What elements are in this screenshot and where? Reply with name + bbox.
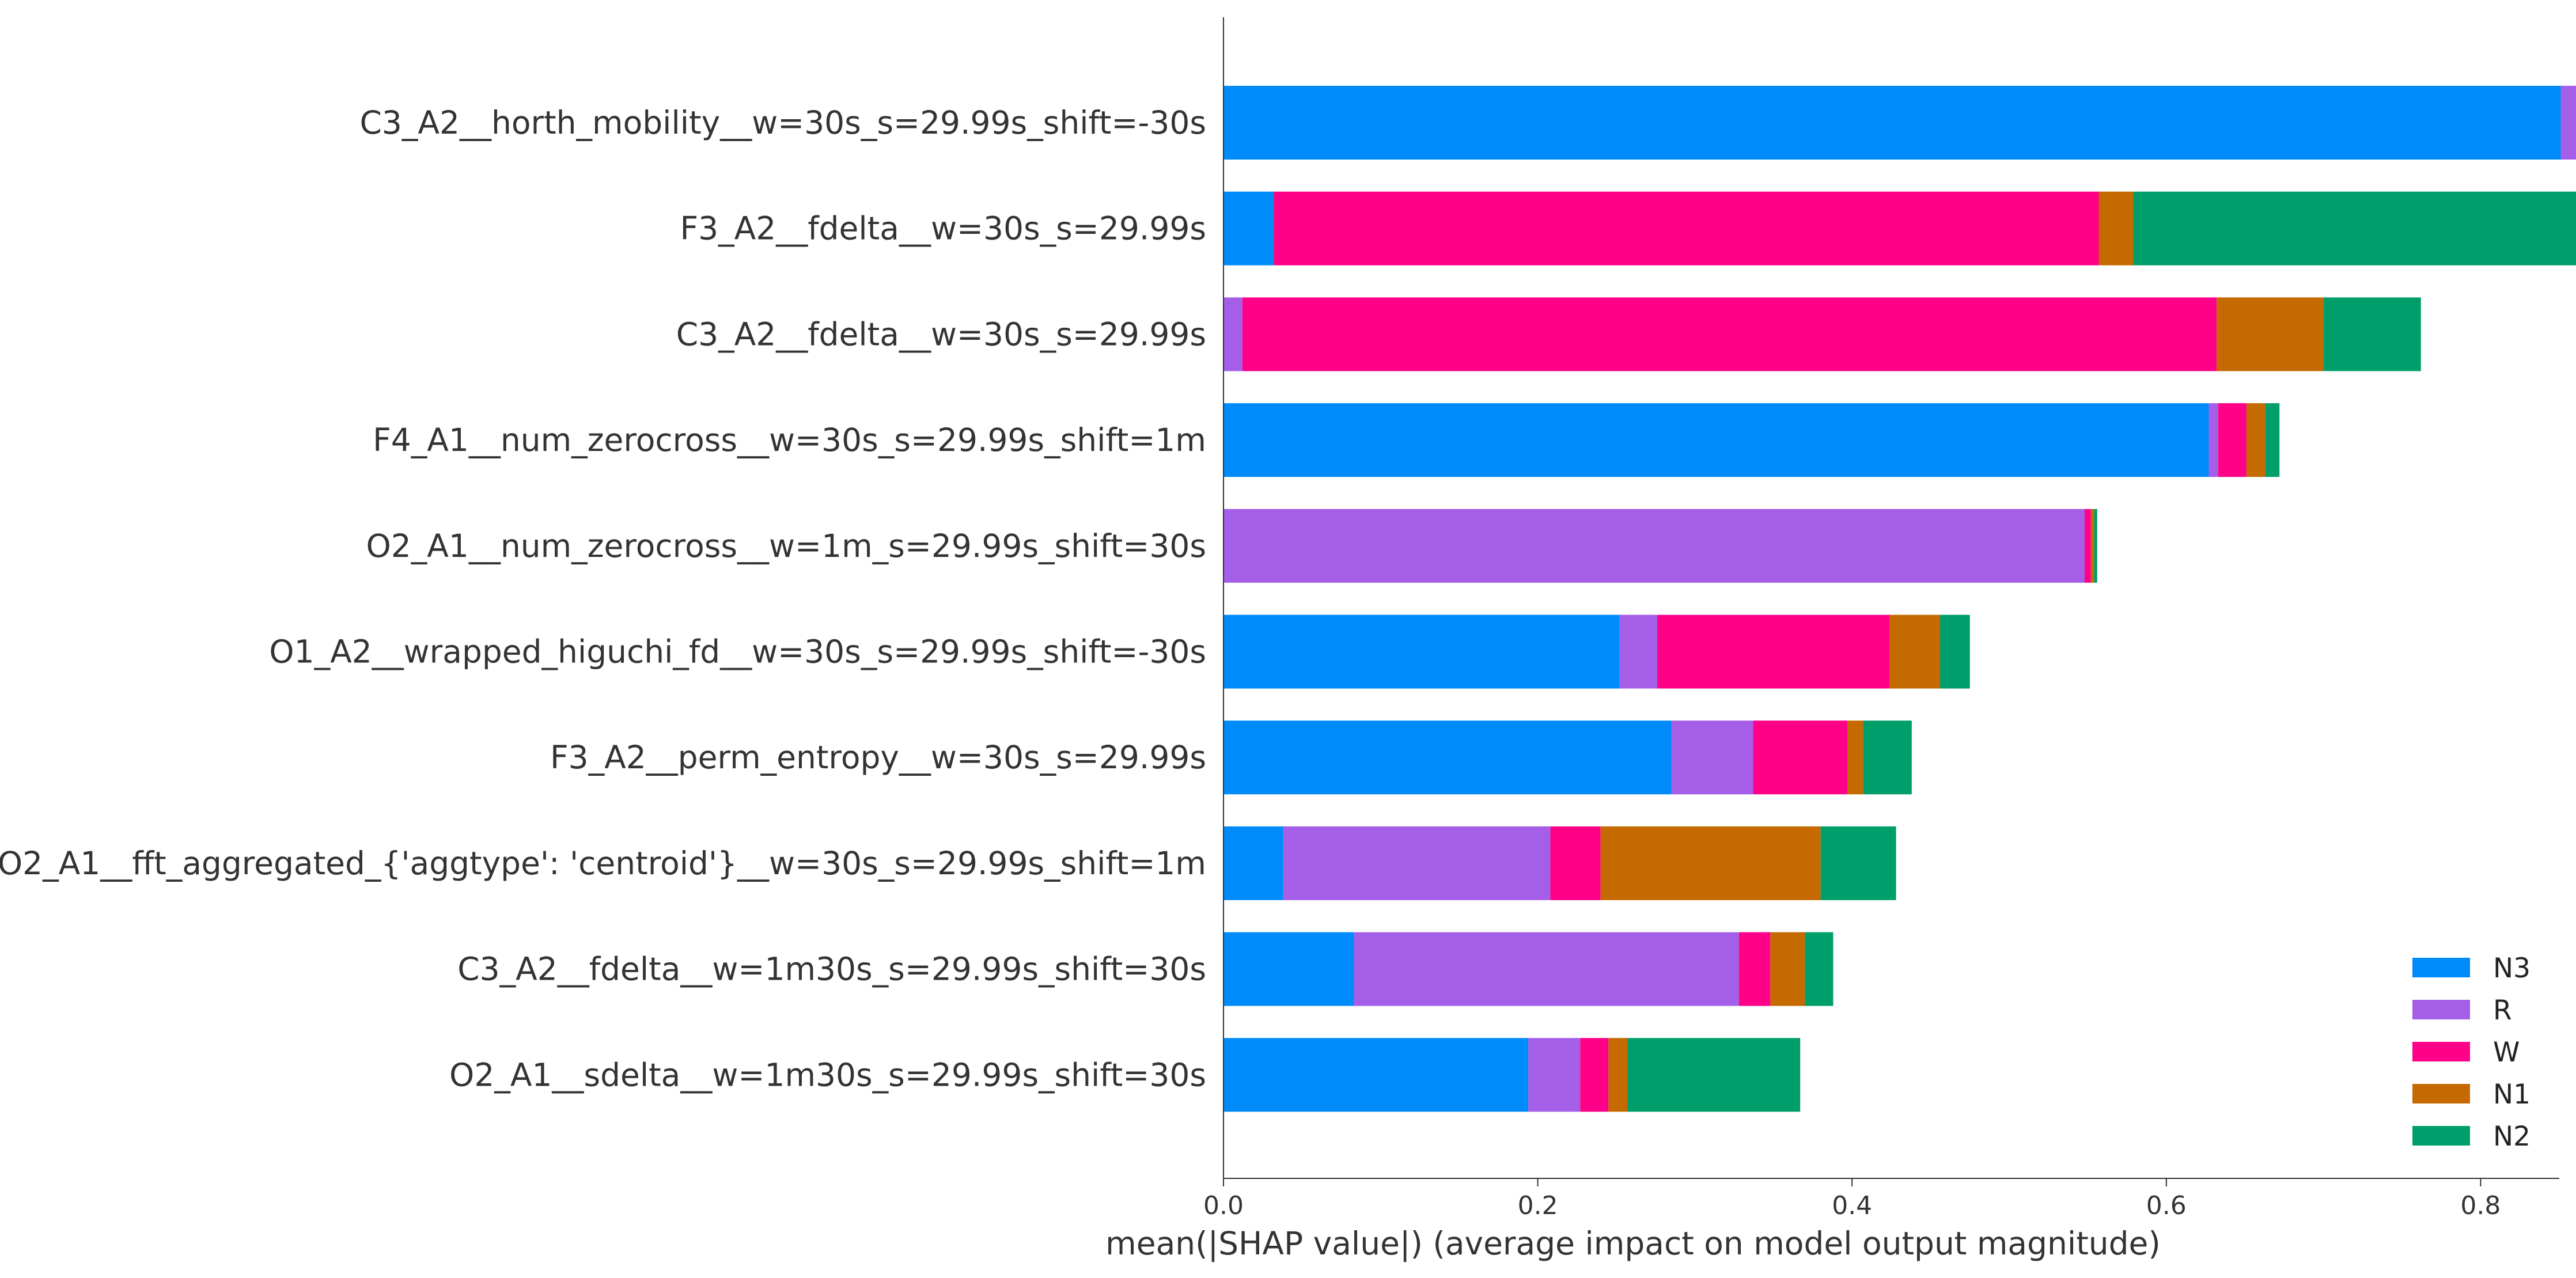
bars-layer bbox=[1223, 86, 2576, 1112]
bar-n1-7 bbox=[1600, 826, 1821, 900]
bar-n2-8 bbox=[1805, 932, 1833, 1006]
x-tick-label: 0.2 bbox=[1518, 1191, 1558, 1220]
legend-swatch-w bbox=[2412, 1042, 2470, 1061]
bar-r-7 bbox=[1283, 826, 1551, 900]
feature-labels-layer: C3_A2__horth_mobility__w=30s_s=29.99s_sh… bbox=[0, 104, 1206, 1093]
bar-r-9 bbox=[1528, 1038, 1581, 1112]
bar-w-2 bbox=[1242, 297, 2217, 371]
legend-swatch-n3 bbox=[2412, 958, 2470, 977]
x-tick-label: 0.8 bbox=[2460, 1191, 2501, 1220]
legend-label-n3: N3 bbox=[2493, 953, 2530, 984]
bar-w-4 bbox=[2084, 509, 2091, 583]
bar-w-5 bbox=[1657, 615, 1890, 689]
bar-n2-9 bbox=[1627, 1038, 1801, 1112]
bar-n1-9 bbox=[1608, 1038, 1628, 1112]
feature-label: F3_A2__perm_entropy__w=30s_s=29.99s bbox=[550, 739, 1206, 776]
legend-label-r: R bbox=[2493, 995, 2512, 1026]
bar-n3-7 bbox=[1223, 826, 1283, 900]
feature-label: C3_A2__fdelta__w=1m30s_s=29.99s_shift=30… bbox=[457, 951, 1206, 988]
bar-n1-5 bbox=[1889, 615, 1940, 689]
x-tick-label: 0.4 bbox=[1832, 1191, 1872, 1220]
bar-n2-4 bbox=[2094, 509, 2097, 583]
feature-label: O2_A1__sdelta__w=1m30s_s=29.99s_shift=30… bbox=[449, 1056, 1206, 1093]
bar-r-8 bbox=[1354, 932, 1739, 1006]
legend: N3 RW N1 N2 bbox=[2412, 953, 2530, 1152]
bar-w-1 bbox=[1274, 191, 2099, 266]
bar-r-0 bbox=[2560, 86, 2576, 160]
bar-n2-7 bbox=[1820, 826, 1896, 900]
bar-n3-9 bbox=[1223, 1038, 1529, 1112]
bar-n1-4 bbox=[2090, 509, 2094, 583]
bar-n2-6 bbox=[1863, 720, 1912, 795]
axis-layer: 0.00.20.40.60.81.01.21.41.6 bbox=[1203, 17, 2559, 1220]
legend-label-n1: N1 bbox=[2493, 1079, 2530, 1110]
x-axis-title: mean(|SHAP value|) (average impact on mo… bbox=[1105, 1225, 2161, 1262]
bar-r-2 bbox=[1223, 297, 1242, 371]
bar-n2-3 bbox=[2265, 403, 2280, 477]
feature-label: O1_A2__wrapped_higuchi_fd__w=30s_s=29.99… bbox=[269, 634, 1206, 670]
legend-swatch-n1 bbox=[2412, 1084, 2470, 1103]
bar-r-3 bbox=[2208, 403, 2218, 477]
bar-n2-5 bbox=[1939, 615, 1970, 689]
bar-n3-0 bbox=[1223, 86, 2561, 160]
legend-swatch-r bbox=[2412, 1000, 2470, 1019]
feature-label: O2_A1__num_zerocross__w=1m_s=29.99s_shif… bbox=[366, 528, 1206, 564]
bar-r-6 bbox=[1671, 720, 1753, 795]
feature-label: O2_A1__fft_aggregated_{'aggtype': 'centr… bbox=[0, 845, 1206, 882]
feature-label: C3_A2__fdelta__w=30s_s=29.99s bbox=[676, 316, 1206, 352]
bar-n3-8 bbox=[1223, 932, 1354, 1006]
bar-n1-1 bbox=[2098, 191, 2134, 266]
bar-w-9 bbox=[1580, 1038, 1609, 1112]
bar-n2-2 bbox=[2323, 297, 2421, 371]
bar-w-8 bbox=[1738, 932, 1771, 1006]
bar-n3-1 bbox=[1223, 191, 1274, 266]
bar-n1-2 bbox=[2217, 297, 2324, 371]
legend-label-n2: N2 bbox=[2493, 1121, 2530, 1152]
bar-w-3 bbox=[2218, 403, 2247, 477]
bar-n3-5 bbox=[1223, 615, 1620, 689]
x-tick-label: 0.0 bbox=[1203, 1191, 1244, 1220]
bar-n1-3 bbox=[2246, 403, 2266, 477]
x-tick-label: 0.6 bbox=[2146, 1191, 2187, 1220]
legend-swatch-n2 bbox=[2412, 1126, 2470, 1146]
bar-n3-6 bbox=[1223, 720, 1672, 795]
bar-w-7 bbox=[1550, 826, 1601, 900]
bar-n2-1 bbox=[2133, 191, 2576, 266]
bar-r-4 bbox=[1223, 509, 2085, 583]
bar-r-5 bbox=[1619, 615, 1657, 689]
bar-n3-3 bbox=[1223, 403, 2209, 477]
bar-n1-6 bbox=[1847, 720, 1863, 795]
feature-label: F3_A2__fdelta__w=30s_s=29.99s bbox=[680, 210, 1206, 247]
feature-label: C3_A2__horth_mobility__w=30s_s=29.99s_sh… bbox=[359, 104, 1206, 141]
feature-label: F4_A1__num_zerocross__w=30s_s=29.99s_shi… bbox=[373, 422, 1206, 458]
bar-n1-8 bbox=[1770, 932, 1805, 1006]
bar-w-6 bbox=[1753, 720, 1848, 795]
legend-label-w: W bbox=[2493, 1037, 2520, 1068]
